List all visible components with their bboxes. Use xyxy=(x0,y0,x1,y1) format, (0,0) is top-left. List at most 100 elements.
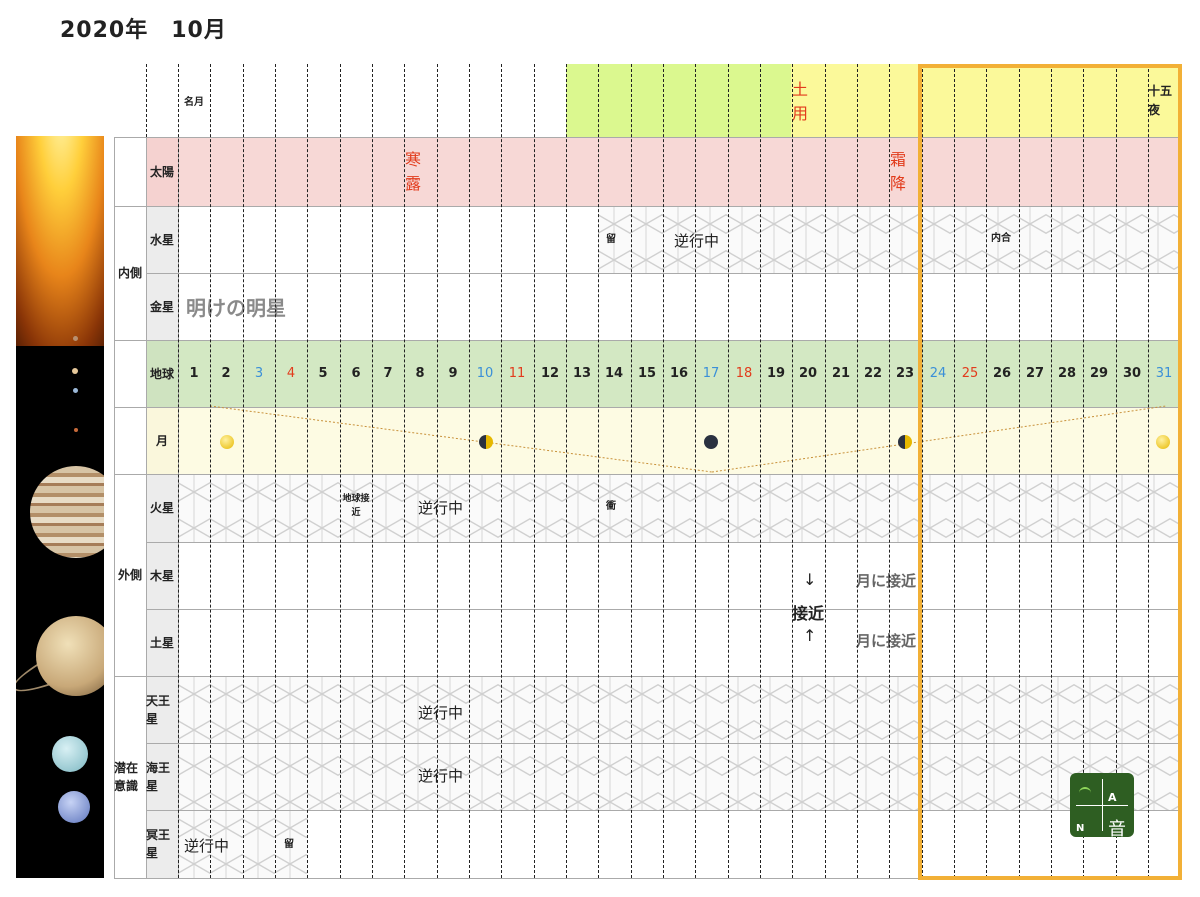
sun-label-bg xyxy=(146,137,178,206)
day-number: 18 xyxy=(735,366,753,381)
doyo-band-green xyxy=(566,64,791,137)
logo-letter-n: N xyxy=(1076,823,1085,834)
neptune-retro: 逆行中 xyxy=(418,767,464,785)
mercury-conjunction: 内合 xyxy=(991,232,1011,244)
jupiter-moon-approach: 月に接近 xyxy=(856,572,917,590)
row-divider xyxy=(114,878,1180,879)
row-label-earth: 地球 xyxy=(149,366,174,381)
uranus-retro: 逆行中 xyxy=(418,704,464,722)
group-latent: 潜在意識 xyxy=(114,676,146,878)
day-number: 10 xyxy=(476,366,494,381)
day-column-line xyxy=(1116,64,1117,878)
row-label-saturn: 土星 xyxy=(149,635,174,650)
group-inner-label: 内側 xyxy=(117,266,142,280)
pluto-retro: 逆行中 xyxy=(184,837,230,855)
day-number: 19 xyxy=(766,366,786,381)
row-label-jupiter: 木星 xyxy=(149,568,174,583)
day-column-line xyxy=(469,64,470,878)
day-column-line xyxy=(275,64,276,878)
planet-strip-image xyxy=(16,136,104,878)
day-number: 16 xyxy=(669,366,689,381)
day-number: 15 xyxy=(637,366,657,381)
row-label-mercury: 水星 xyxy=(149,232,174,247)
day-number: 17 xyxy=(702,366,720,381)
mars-earth-close: 地球接近 xyxy=(342,494,370,518)
day-number: 26 xyxy=(992,366,1012,381)
full-moon-icon xyxy=(1156,435,1170,449)
day-column-line xyxy=(663,64,664,878)
label-column-line xyxy=(146,64,147,137)
day-column-line xyxy=(437,64,438,878)
row-label-sun: 太陽 xyxy=(149,164,174,179)
mercury-station: 留 xyxy=(606,234,616,245)
row-divider xyxy=(114,206,1180,207)
jugoya-label: 十五夜 xyxy=(1148,84,1173,117)
moon-path-descending xyxy=(209,405,713,473)
group-latent-label: 潜在意識 xyxy=(114,761,139,793)
day-number: 2 xyxy=(221,366,231,381)
day-column-line xyxy=(243,64,244,878)
day-column-line xyxy=(210,64,211,878)
day-column-line xyxy=(695,64,696,878)
group-inner: 内側 xyxy=(114,206,146,340)
day-column-line xyxy=(307,64,308,878)
day-number: 14 xyxy=(604,366,624,381)
row-label-venus: 金星 xyxy=(149,299,174,314)
day-column-line xyxy=(631,64,632,878)
jupiter-saturn-approach: 接近 xyxy=(792,604,825,623)
day-number: 9 xyxy=(448,366,458,381)
day-number: 30 xyxy=(1122,366,1142,381)
row-label-uranus: 天王星 xyxy=(146,693,171,726)
day-column-line xyxy=(760,64,761,878)
doyo-label: 土用 xyxy=(792,80,809,123)
day-number: 25 xyxy=(961,366,979,381)
approach-arrow-down: ↓ xyxy=(803,570,817,589)
row-divider xyxy=(114,676,1180,677)
row-label-moon: 月 xyxy=(155,433,168,448)
day-column-line xyxy=(598,64,599,878)
day-column-line xyxy=(954,64,955,878)
day-number: 8 xyxy=(415,366,425,381)
day-column-line xyxy=(340,64,341,878)
day-column-line xyxy=(857,64,858,878)
day-number: 29 xyxy=(1089,366,1109,381)
logo-divider xyxy=(1076,805,1128,806)
day-column-line xyxy=(566,64,567,878)
day-number: 28 xyxy=(1057,366,1077,381)
earth-label-bg xyxy=(146,340,178,407)
mars-opposition: 衝 xyxy=(606,501,616,512)
day-number: 7 xyxy=(383,366,393,381)
label-left-border xyxy=(146,137,147,878)
day-number: 21 xyxy=(831,366,851,381)
row-divider xyxy=(114,137,1180,138)
new-moon-icon xyxy=(704,435,718,449)
day-number: 24 xyxy=(929,366,947,381)
logo-letter-a: A xyxy=(1108,791,1117,804)
sekki-kanro: 寒露 xyxy=(405,150,422,193)
day-number: 6 xyxy=(351,366,361,381)
row-label-mars: 火星 xyxy=(149,501,174,515)
day-number: 5 xyxy=(318,366,328,381)
day-column-line xyxy=(728,64,729,878)
day-column-line xyxy=(1148,64,1149,878)
neptune-image xyxy=(58,791,90,823)
page-title: 2020年 10月 xyxy=(60,18,227,43)
day-column-line xyxy=(792,64,793,878)
meigetsu-label: 名月 xyxy=(184,96,204,108)
row-label-column xyxy=(146,137,178,878)
pluto-station: 留 xyxy=(284,839,294,850)
day-column-line xyxy=(1083,64,1084,878)
day-number: 3 xyxy=(254,366,264,381)
day-column-line xyxy=(1019,64,1020,878)
approach-arrow-up: ↑ xyxy=(803,626,817,645)
mercury-image xyxy=(73,336,78,341)
group-left-border xyxy=(114,137,115,878)
day-column-line xyxy=(404,64,405,878)
mercury-retro: 逆行中 xyxy=(674,232,720,250)
row-divider xyxy=(114,474,1180,475)
day-number: 4 xyxy=(286,366,296,381)
brand-logo: A N 音 xyxy=(1070,773,1134,840)
venus-image xyxy=(72,368,78,374)
